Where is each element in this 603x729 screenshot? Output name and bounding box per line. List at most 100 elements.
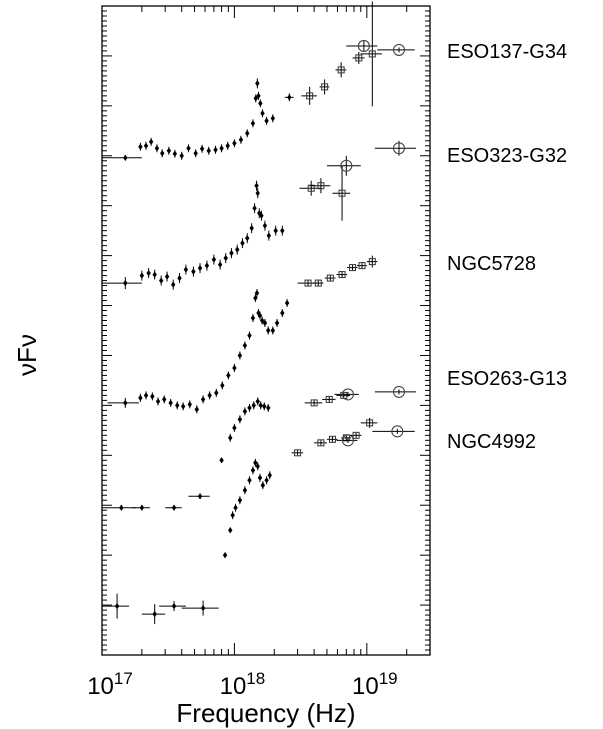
data-point xyxy=(186,144,191,153)
filled-marker xyxy=(139,504,145,511)
filled-marker xyxy=(155,398,161,405)
filled-marker xyxy=(232,140,237,147)
data-point xyxy=(217,259,223,270)
filled-marker xyxy=(204,262,210,269)
data-point xyxy=(322,395,336,403)
open-circle-marker xyxy=(341,388,354,401)
data-point xyxy=(309,178,331,194)
filled-marker xyxy=(262,319,268,327)
data-point xyxy=(223,253,228,264)
open-square-marker xyxy=(338,189,346,197)
filled-marker xyxy=(287,94,292,101)
data-point xyxy=(232,139,237,148)
data-point xyxy=(258,401,263,410)
data-points xyxy=(102,1,416,625)
open-square-marker xyxy=(366,419,374,427)
filled-marker xyxy=(237,497,243,504)
open-square-marker xyxy=(338,271,346,279)
filled-marker xyxy=(186,145,191,152)
data-point xyxy=(179,151,184,160)
data-point xyxy=(206,146,211,155)
data-point xyxy=(159,275,164,286)
filled-marker xyxy=(219,457,224,464)
data-point xyxy=(332,165,351,221)
filled-marker xyxy=(264,477,269,484)
filled-marker xyxy=(284,299,290,307)
data-point xyxy=(138,393,143,402)
filled-marker xyxy=(253,459,258,466)
open-square-marker xyxy=(352,431,360,439)
filled-marker xyxy=(123,279,128,287)
data-point xyxy=(270,326,276,335)
data-point xyxy=(266,403,271,412)
open-square-marker xyxy=(314,279,322,287)
filled-marker xyxy=(235,246,240,253)
x-tick-label: 1017 xyxy=(87,669,133,700)
data-point xyxy=(238,135,244,144)
open-square-marker xyxy=(325,395,333,403)
data-point xyxy=(245,233,250,244)
data-point xyxy=(259,316,265,325)
filled-marker xyxy=(270,327,276,334)
filled-marker xyxy=(177,274,182,282)
data-point xyxy=(251,401,256,410)
data-point xyxy=(280,225,285,236)
data-point xyxy=(199,144,205,153)
filled-marker xyxy=(230,512,235,519)
filled-marker xyxy=(162,396,167,403)
data-point xyxy=(200,395,206,404)
series-label: NGC4992 xyxy=(447,431,536,453)
open-square-marker xyxy=(306,92,314,100)
data-point xyxy=(249,223,254,234)
filled-marker xyxy=(152,271,157,278)
data-point xyxy=(219,457,224,464)
filled-marker xyxy=(207,392,212,399)
data-point xyxy=(139,270,145,281)
filled-marker xyxy=(252,204,257,212)
data-point xyxy=(274,319,280,328)
data-point xyxy=(207,391,212,400)
data-point xyxy=(143,391,149,400)
data-point xyxy=(250,314,256,323)
y-axis-ticks xyxy=(102,5,430,656)
data-point xyxy=(148,137,154,146)
data-point xyxy=(242,407,248,416)
data-point xyxy=(237,351,243,360)
filled-marker xyxy=(119,504,124,511)
open-square-marker xyxy=(307,184,315,192)
filled-marker xyxy=(242,487,248,494)
data-point xyxy=(164,271,170,282)
data-point xyxy=(352,51,365,64)
data-point xyxy=(245,129,250,138)
filled-marker xyxy=(171,281,176,288)
open-square-marker xyxy=(368,258,376,266)
data-point xyxy=(172,149,178,158)
filled-marker xyxy=(146,269,151,277)
x-axis-ticks: 1017 1018 1019 xyxy=(87,6,431,700)
data-point xyxy=(336,434,358,447)
open-square-marker xyxy=(328,435,336,443)
filled-marker xyxy=(250,120,256,127)
data-point xyxy=(257,311,263,320)
filled-marker xyxy=(259,212,264,219)
data-point xyxy=(254,180,259,191)
x-tick-label: 1018 xyxy=(220,669,266,700)
filled-marker xyxy=(139,272,145,279)
filled-marker xyxy=(260,482,266,489)
filled-marker xyxy=(114,602,120,610)
filled-marker xyxy=(152,610,157,618)
filled-marker xyxy=(200,396,206,403)
data-point xyxy=(253,458,258,467)
filled-marker xyxy=(237,416,243,423)
data-point xyxy=(372,425,415,438)
data-point xyxy=(160,149,165,158)
data-point xyxy=(312,279,324,287)
series-label: NGC5728 xyxy=(447,253,536,275)
data-point xyxy=(194,405,200,414)
data-point xyxy=(237,415,243,424)
filled-marker xyxy=(262,403,267,410)
open-circle-marker xyxy=(357,39,370,52)
data-point xyxy=(230,511,235,520)
data-point xyxy=(299,180,321,196)
data-point xyxy=(350,431,362,439)
